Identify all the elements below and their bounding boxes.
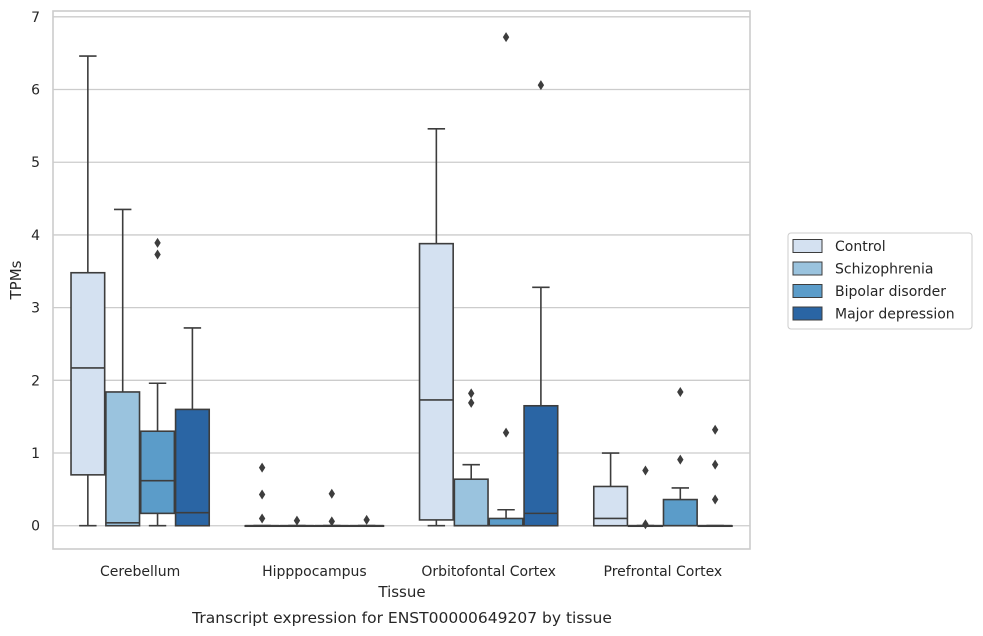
- outlier-point: [537, 80, 545, 91]
- box: [105, 391, 141, 527]
- outlier-point: [328, 488, 335, 499]
- series-bipolar-disorder: [139, 32, 698, 528]
- series-control: [70, 55, 629, 528]
- outlier-point: [502, 427, 510, 438]
- y-tick-label: 7: [31, 10, 40, 26]
- plot-area-frame: [52, 10, 751, 550]
- outlier-point: [642, 519, 649, 530]
- y-tick-label: 5: [31, 155, 40, 171]
- figure-caption: Transcript expression for ENST0000064920…: [191, 609, 612, 627]
- outlier-point: [711, 424, 719, 435]
- legend-swatch: [792, 306, 823, 321]
- box: [174, 408, 211, 527]
- box: [70, 271, 106, 476]
- outlier-point: [328, 516, 335, 527]
- legend-label: Control: [835, 239, 886, 255]
- y-tick-label: 1: [31, 446, 40, 462]
- series-schizophrenia: [105, 208, 664, 530]
- box: [453, 478, 489, 527]
- outlier-point: [293, 515, 301, 526]
- outlier-point: [711, 494, 719, 505]
- y-axis-label: TPMs: [7, 260, 25, 300]
- box: [662, 498, 698, 527]
- outlier-point: [258, 462, 266, 473]
- legend-label: Bipolar disorder: [835, 284, 946, 300]
- y-tick-label: 2: [31, 373, 40, 389]
- outlier-point: [258, 489, 266, 500]
- outlier-point: [363, 514, 370, 525]
- y-tick-label: 6: [31, 83, 40, 99]
- box: [523, 404, 559, 527]
- y-tick-label: 0: [31, 519, 40, 535]
- outlier-point: [711, 459, 719, 470]
- legend: Control Schizophrenia Bipolar disorder Majo…: [787, 232, 973, 330]
- outlier-point: [677, 386, 684, 397]
- outlier-point: [154, 237, 161, 248]
- legend-swatch: [792, 261, 823, 276]
- y-tick-label: 3: [31, 301, 40, 317]
- legend-frame: [787, 232, 973, 330]
- outlier-point: [642, 465, 649, 476]
- box-groups: [70, 32, 733, 530]
- legend-swatch: [792, 239, 823, 253]
- outlier-point: [468, 388, 475, 399]
- box: [592, 485, 629, 527]
- x-tick-label: Orbitofontal Cortex: [421, 564, 556, 580]
- y-tick-label: 4: [31, 228, 40, 244]
- x-tick-label: Hipppocampus: [262, 564, 367, 580]
- x-tick-label: Prefrontal Cortex: [604, 564, 723, 580]
- box: [488, 517, 524, 527]
- outlier-point: [502, 32, 510, 43]
- legend-label: Major depression: [835, 307, 955, 323]
- legend-label: Schizophrenia: [835, 262, 933, 278]
- series-major-depression: [174, 80, 733, 528]
- x-tick-label: Cerebellum: [100, 564, 180, 580]
- x-tick-labels: Cerebellum Hipppocampus Orbitofontal Corte…: [100, 564, 722, 580]
- y-tick-labels: 0 1 2 3 4 5 6 7: [31, 10, 40, 535]
- x-axis-label: Tissue: [377, 583, 425, 601]
- outlier-point: [468, 397, 475, 408]
- outlier-point: [258, 513, 266, 524]
- outlier-point: [677, 454, 684, 465]
- box: [139, 430, 176, 515]
- legend-swatch: [792, 284, 823, 298]
- outlier-point: [154, 249, 161, 260]
- box: [418, 242, 454, 521]
